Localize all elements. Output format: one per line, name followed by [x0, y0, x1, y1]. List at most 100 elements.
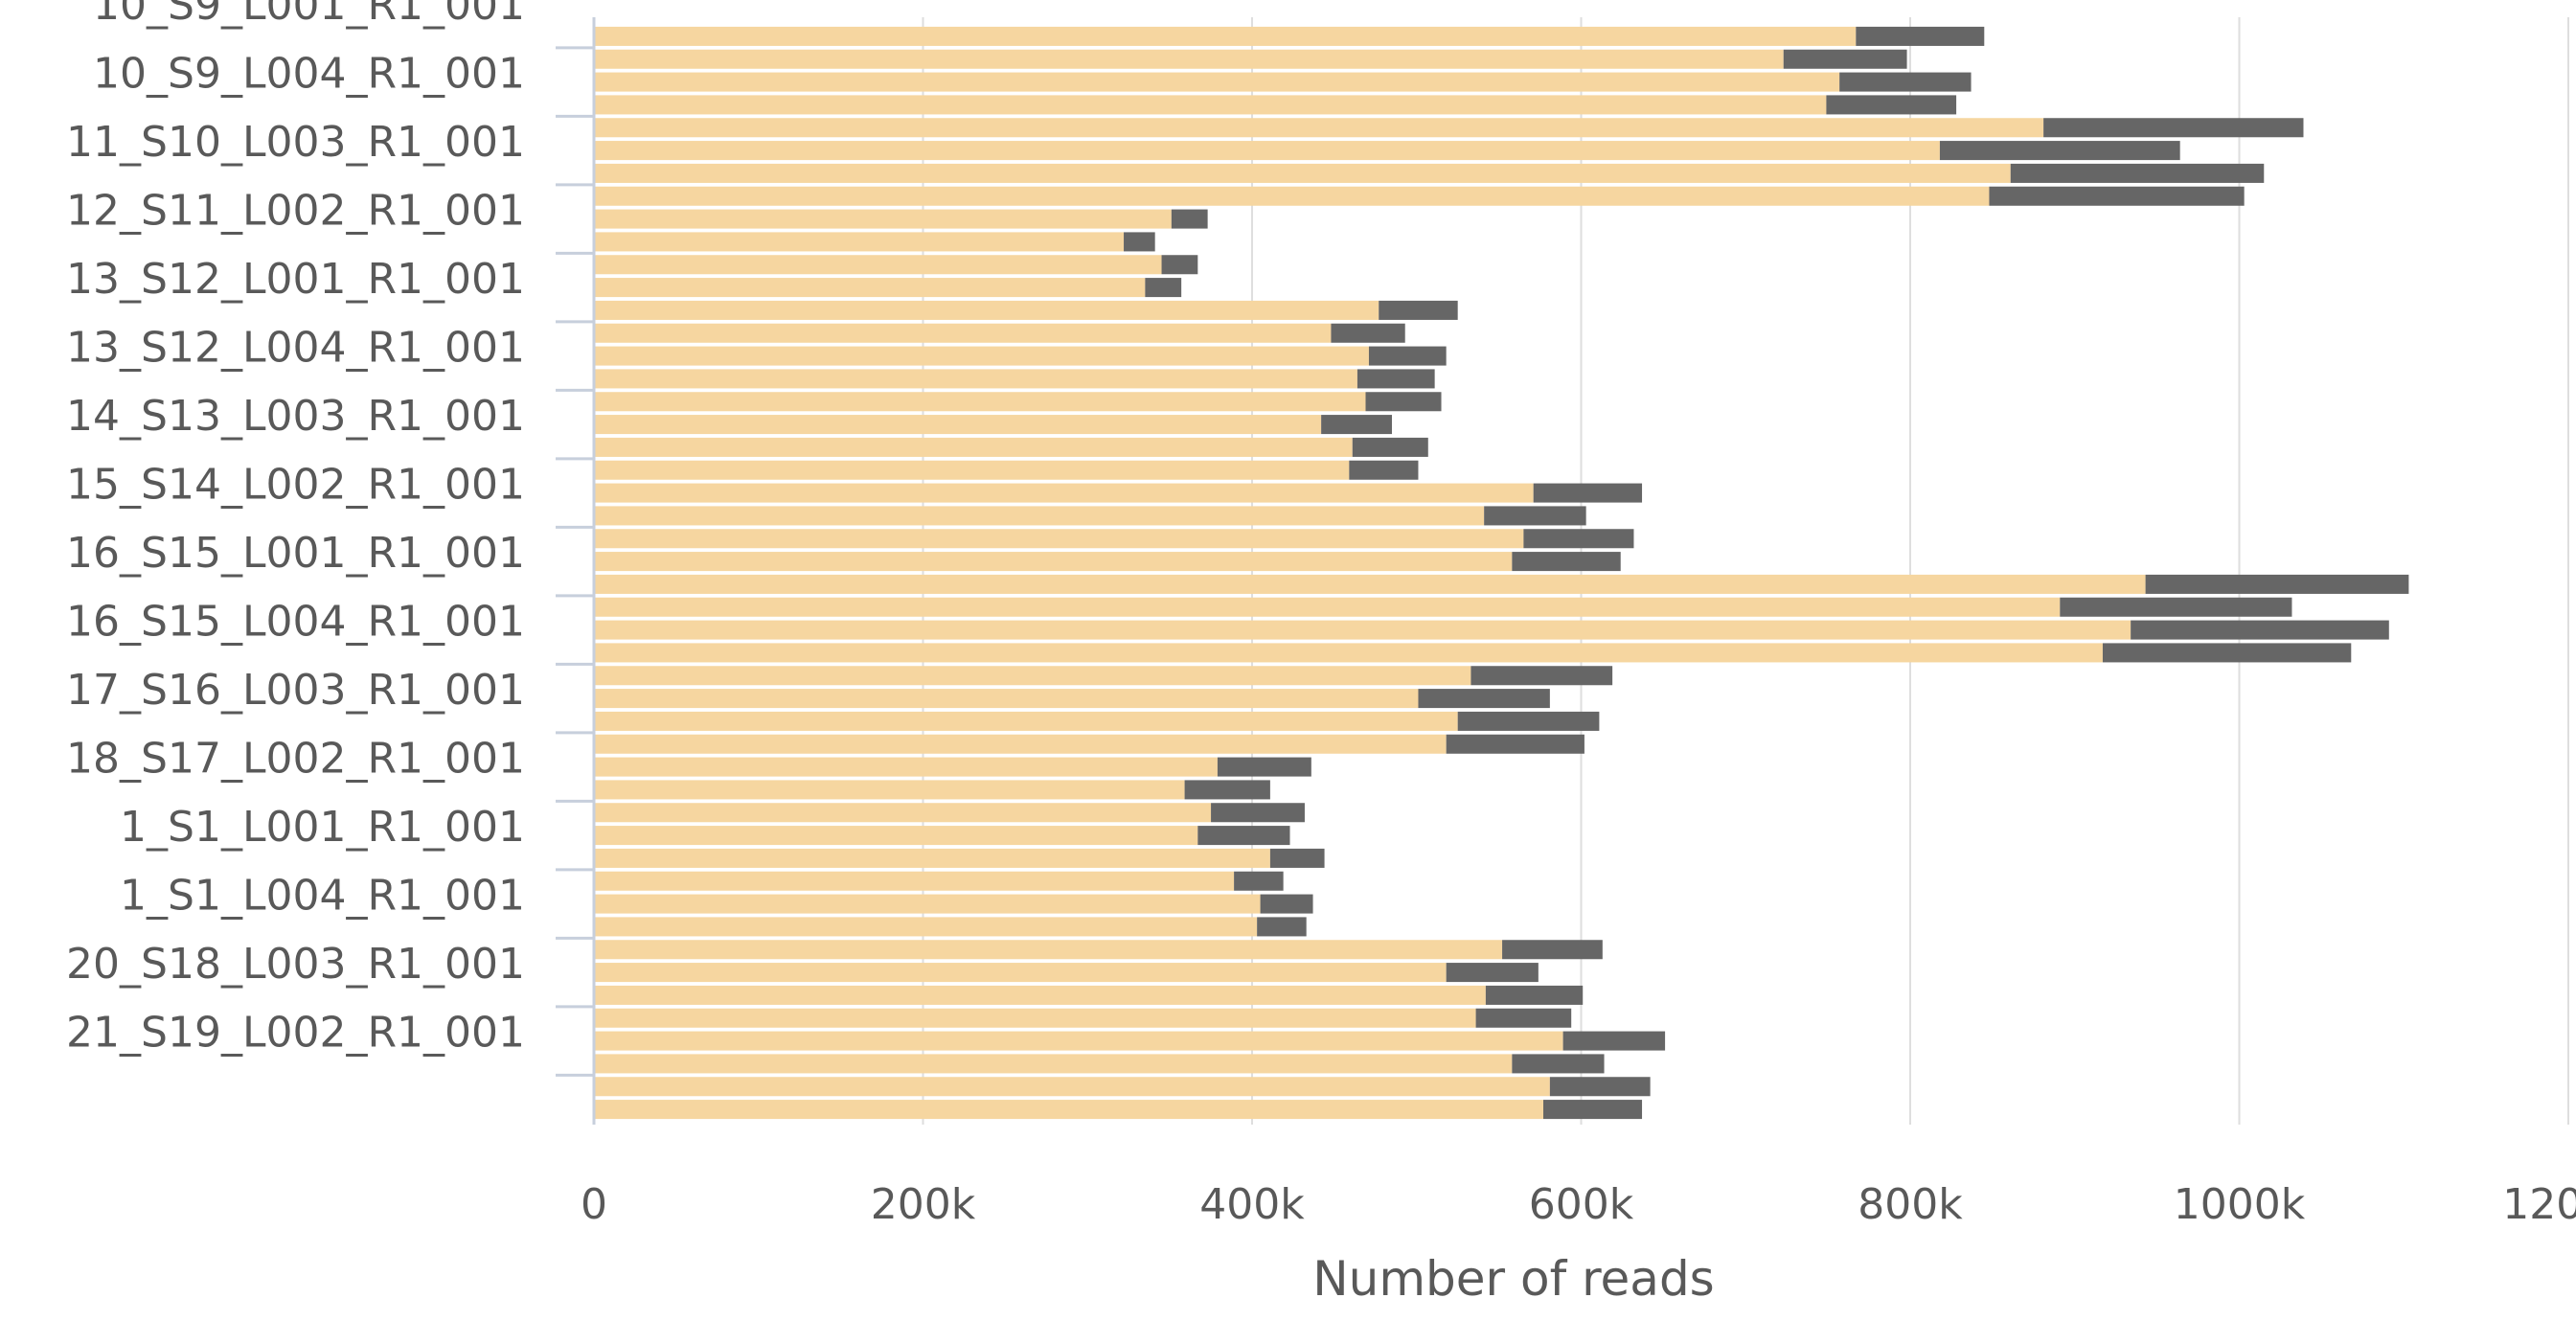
bar-segment-series-2	[1352, 437, 1428, 457]
bar-segment-series-1	[594, 323, 1332, 343]
bar-segment-series-2	[1365, 392, 1442, 412]
bar-segment-series-1	[594, 95, 1827, 115]
y-tick-label: 16_S15_L004_R1_001	[66, 597, 525, 646]
bar-segment-series-1	[594, 118, 2044, 138]
bar-segment-series-2	[1368, 346, 1447, 366]
bar-segment-series-2	[2043, 118, 2304, 138]
y-tick-label: 1_S1_L004_R1_001	[120, 871, 525, 920]
bar-segment-series-2	[1549, 1077, 1651, 1097]
x-tick-label: 800k	[1858, 1180, 1963, 1229]
bar-segment-series-1	[594, 1031, 1563, 1051]
bar-segment-series-1	[594, 894, 1261, 914]
y-tick-label: 20_S18_L003_R1_001	[66, 940, 525, 989]
x-tick-label: 400k	[1199, 1180, 1305, 1229]
bar-segment-series-2	[2102, 643, 2352, 663]
bar-segment-series-1	[594, 689, 1419, 709]
y-tick-label: 10_S9_L004_R1_001	[93, 49, 525, 98]
bar-segment-series-1	[594, 848, 1270, 868]
bar-segment-series-2	[1124, 232, 1155, 252]
bar-segment-series-1	[594, 26, 1857, 46]
x-tick-labels: 0 200k 400k 600k 800k 1000k 1200k	[581, 1180, 2576, 1229]
bar-segment-series-2	[1217, 757, 1311, 777]
bar-segment-series-2	[1512, 1054, 1605, 1074]
bar-segment-series-1	[594, 734, 1447, 754]
bar-segment-series-2	[1234, 871, 1284, 891]
bar-segment-series-1	[594, 346, 1369, 366]
bar-segment-series-1	[594, 369, 1357, 389]
bar-segment-series-1	[594, 1077, 1550, 1097]
bar-segment-series-2	[1485, 985, 1584, 1005]
bar-segment-series-2	[1356, 369, 1435, 389]
bar-segment-series-2	[1502, 940, 1603, 960]
bar-segment-series-1	[594, 574, 2146, 594]
y-tick-label: 18_S17_L002_R1_001	[66, 734, 525, 783]
bar-segment-series-2	[1533, 483, 1643, 503]
bar-segment-series-2	[1475, 1008, 1572, 1028]
bar-segment-series-2	[1321, 415, 1392, 435]
bar-segment-series-1	[594, 209, 1172, 229]
bar-segment-series-2	[1839, 72, 1972, 92]
bar-segment-series-1	[594, 826, 1198, 846]
bar-segment-series-1	[594, 666, 1471, 686]
bar-segment-series-2	[2010, 163, 2265, 183]
x-tick-label: 600k	[1529, 1180, 1634, 1229]
bar-segment-series-2	[1856, 26, 1985, 46]
bar-segment-series-2	[1379, 300, 1458, 320]
bar-segment-series-1	[594, 1054, 1513, 1074]
bar-segment-series-1	[594, 985, 1486, 1005]
bar-segment-series-2	[1184, 780, 1270, 800]
y-tick-label: 13_S12_L004_R1_001	[66, 323, 525, 372]
bar-segment-series-1	[594, 300, 1379, 320]
bar-segment-series-1	[594, 255, 1162, 275]
x-tick-label: 1200k	[2502, 1180, 2576, 1229]
bar-segment-series-1	[594, 1100, 1543, 1120]
bar-segment-series-2	[1145, 278, 1182, 298]
bar-segment-series-1	[594, 437, 1353, 457]
bar-segment-series-1	[594, 711, 1458, 731]
bar-segment-series-1	[594, 483, 1534, 503]
x-axis-title: Number of reads	[1312, 1251, 1714, 1307]
y-tick-label: 12_S11_L002_R1_001	[66, 186, 525, 235]
bar-segment-series-2	[1939, 141, 2180, 161]
bar-segment-series-2	[1783, 49, 1907, 69]
bar-segment-series-2	[1457, 711, 1600, 731]
y-tick-label: 11_S10_L003_R1_001	[66, 118, 525, 167]
bar-segment-series-1	[594, 460, 1350, 480]
x-tick-label: 0	[581, 1180, 607, 1229]
bar-segment-series-2	[1446, 963, 1539, 983]
y-tick-label: 14_S13_L003_R1_001	[66, 392, 525, 441]
bar-segment-series-1	[594, 643, 2103, 663]
y-tick-label: 21_S19_L002_R1_001	[66, 1008, 525, 1057]
bar-segment-series-2	[1418, 689, 1550, 709]
bar-segment-series-1	[594, 72, 1840, 92]
bar-segment-series-2	[1171, 209, 1208, 229]
bar-segment-series-1	[594, 917, 1258, 937]
bar-segment-series-1	[594, 620, 2131, 640]
bar-segment-series-1	[594, 141, 1940, 161]
bar-segment-series-1	[594, 186, 1990, 206]
x-tick-label: 200k	[871, 1180, 976, 1229]
bar-segment-series-2	[1470, 666, 1613, 686]
bar-segment-series-1	[594, 803, 1212, 823]
bar-segment-series-2	[1446, 734, 1584, 754]
bar-segment-series-2	[1512, 552, 1621, 572]
y-tick-label: 17_S16_L003_R1_001	[66, 666, 525, 715]
bar-segment-series-2	[1331, 323, 1405, 343]
bar-segment-series-2	[1197, 826, 1290, 846]
bar-segment-series-2	[1269, 848, 1325, 868]
y-tick-label: 15_S14_L002_R1_001	[66, 460, 525, 509]
bar-segment-series-1	[594, 392, 1366, 412]
bar-segment-series-1	[594, 529, 1524, 549]
bar-segment-series-2	[1826, 95, 1957, 115]
bar-segment-series-1	[594, 780, 1185, 800]
bar-segment-series-1	[594, 49, 1784, 69]
y-tick-labels: 10_S9_L001_R1_001 10_S9_L004_R1_001 11_S10…	[66, 0, 525, 1057]
bar-segment-series-1	[594, 552, 1513, 572]
bar-segment-series-2	[1161, 255, 1198, 275]
bar-segment-series-1	[594, 871, 1235, 891]
bar-segment-series-2	[1257, 917, 1307, 937]
bar-segment-series-1	[594, 232, 1125, 252]
bar-segment-series-1	[594, 963, 1447, 983]
y-tick-label: 13_S12_L001_R1_001	[66, 255, 525, 304]
